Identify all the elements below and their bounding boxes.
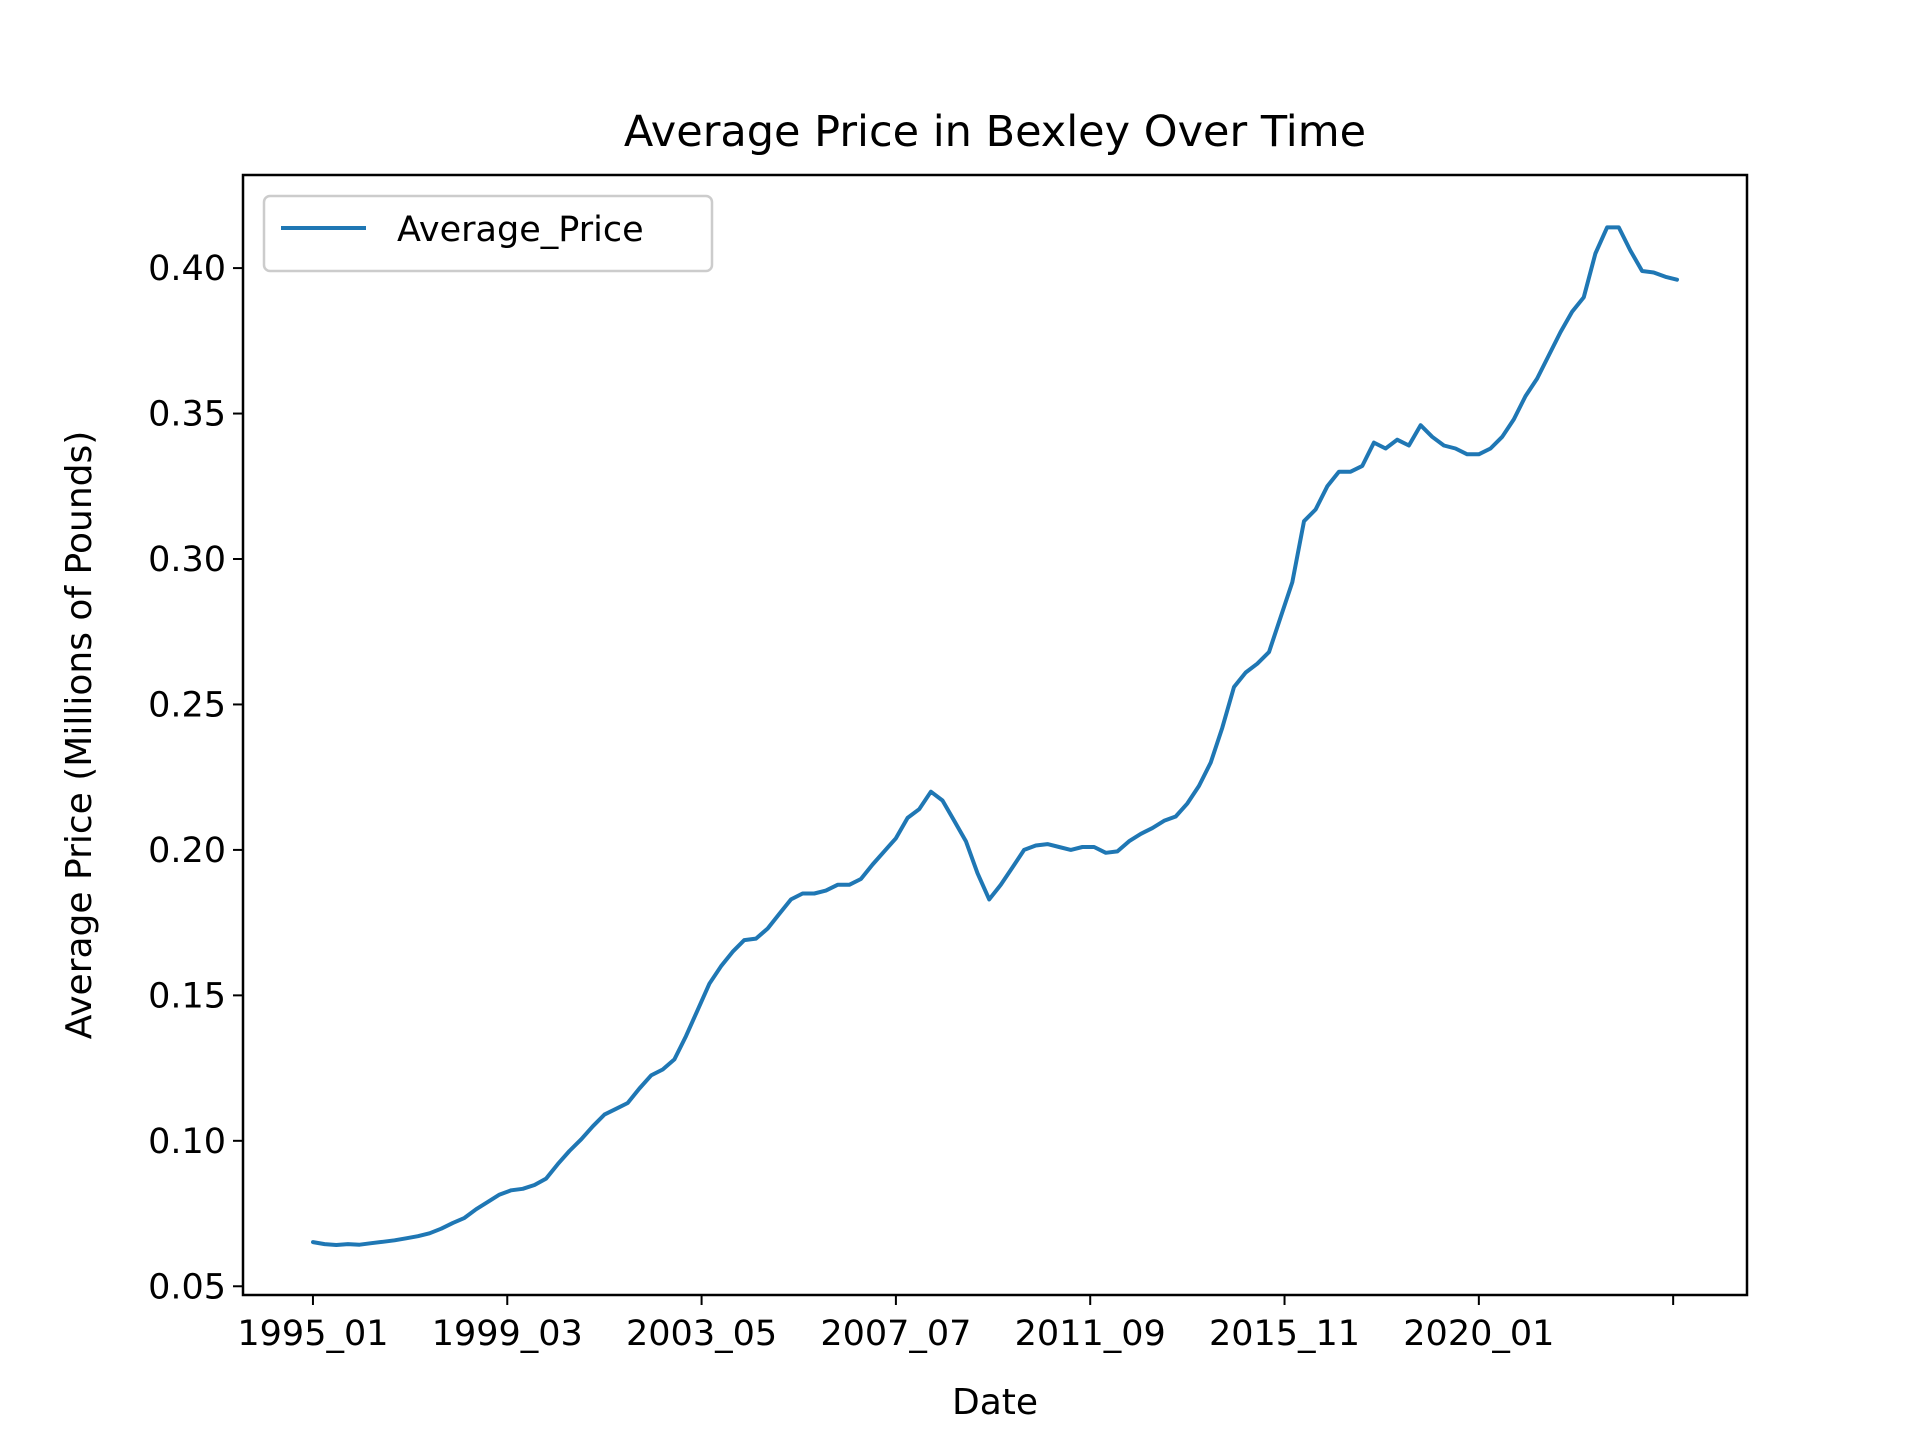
legend-label: Average_Price bbox=[397, 210, 644, 250]
x-tick-label: 1995_01 bbox=[237, 1314, 388, 1354]
y-tick-label: 0.15 bbox=[148, 976, 226, 1016]
chart-title: Average Price in Bexley Over Time bbox=[624, 107, 1366, 157]
y-tick-label: 0.20 bbox=[148, 831, 226, 871]
y-tick-label: 0.35 bbox=[148, 395, 226, 435]
y-tick-label: 0.10 bbox=[148, 1122, 226, 1162]
legend: Average_Price bbox=[262, 194, 714, 273]
legend-box bbox=[262, 194, 714, 273]
x-axis-title: Date bbox=[952, 1382, 1038, 1423]
y-axis-title: Average Price (Millions of Pounds) bbox=[59, 431, 100, 1040]
plot-area: 0.05 0.10 0.15 0.20 0.25 0.30 0.35 0.40 1995_01… bbox=[148, 173, 1749, 1354]
y-axis: 0.05 0.10 0.15 0.20 0.25 0.30 0.35 0.40 bbox=[148, 249, 243, 1307]
x-tick-label: 2007_07 bbox=[820, 1314, 971, 1354]
x-axis: 1995_01 1999_03 2003_05 2007_07 2011_09 2015_… bbox=[237, 1295, 1675, 1354]
y-tick-label: 0.05 bbox=[148, 1267, 226, 1307]
plot-frame bbox=[241, 173, 1749, 1297]
x-tick-label: 2015_11 bbox=[1209, 1314, 1360, 1354]
x-tick-label: 2020_01 bbox=[1403, 1314, 1554, 1354]
x-tick-label: 1999_03 bbox=[432, 1314, 583, 1354]
y-tick-label: 0.25 bbox=[148, 685, 226, 725]
x-tick-label: 2011_09 bbox=[1015, 1314, 1166, 1354]
x-tick-label: 2003_05 bbox=[626, 1314, 777, 1354]
y-tick-label: 0.30 bbox=[148, 540, 226, 580]
y-tick-label: 0.40 bbox=[148, 249, 226, 289]
series-line-average-price bbox=[311, 225, 1679, 1247]
